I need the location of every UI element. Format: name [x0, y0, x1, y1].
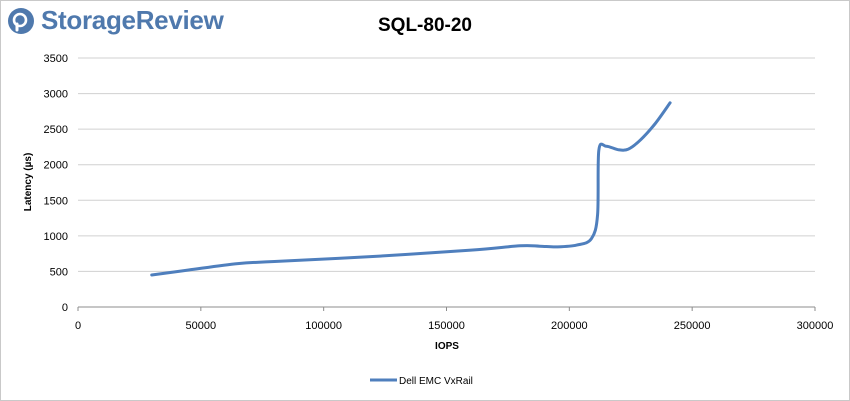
series-line-0: [150, 101, 672, 277]
y-tick-label: 1000: [44, 231, 68, 243]
y-tick-label: 3000: [44, 89, 68, 101]
gridlines: [78, 57, 815, 272]
y-axis-title: Latency (µs): [23, 153, 34, 212]
y-tick-label: 500: [50, 266, 68, 278]
storagereview-logo: StorageReview: [7, 5, 224, 36]
x-tick-label: 200000: [551, 320, 588, 332]
x-tick-label: 0: [75, 320, 81, 332]
x-tick-label: 50000: [186, 320, 217, 332]
series-lines: [150, 101, 672, 277]
x-tick-label: 300000: [797, 320, 834, 332]
storagereview-logo-icon: [8, 7, 34, 34]
y-tick-label: 0: [62, 302, 68, 314]
y-axis-ticks: 0 500 1000 1500 2000 2500 3000 3500: [44, 53, 68, 314]
x-axis-title: IOPS: [435, 341, 459, 352]
y-tick-label: 3500: [44, 53, 68, 65]
x-tick-label: 250000: [674, 320, 711, 332]
y-tick-label: 1500: [44, 195, 68, 207]
x-axis-ticks: 0 50000 100000 150000 200000 250000 300000: [75, 307, 833, 332]
x-tick-label: 100000: [305, 320, 342, 332]
y-tick-label: 2000: [44, 160, 68, 172]
x-tick-label: 150000: [428, 320, 465, 332]
legend-label: Dell EMC VxRail: [399, 376, 473, 387]
y-tick-label: 2500: [44, 124, 68, 136]
chart-title: SQL-80-20: [378, 15, 472, 36]
legend: Dell EMC VxRail: [370, 376, 473, 387]
brand-name: StorageReview: [41, 5, 224, 35]
